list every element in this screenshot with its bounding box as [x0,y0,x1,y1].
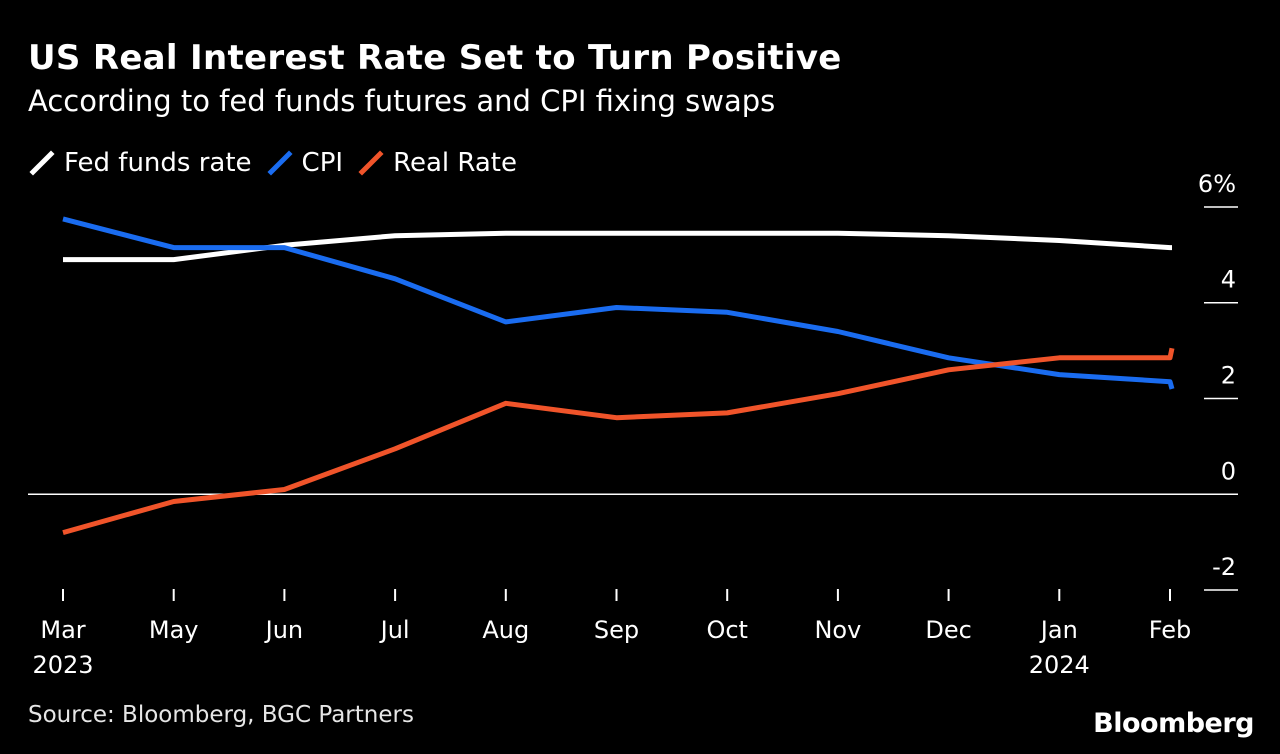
bloomberg-logo: Bloomberg [1093,708,1254,739]
x-tick-label-may: May [149,616,199,644]
legend-item-cpi: CPI [266,148,344,178]
x-tick-year-2024: 2024 [1029,651,1090,679]
x-tick-label-dec: Dec [925,616,971,644]
legend-label-real-rate: Real Rate [393,148,517,178]
x-tick-label-jun: Jun [264,616,304,644]
chart-legend: Fed funds rate CPI Real Rate [28,148,531,178]
legend-label-cpi: CPI [301,148,344,178]
legend-swatch-fed-funds [29,150,55,176]
legend-swatch-cpi [267,150,293,176]
y-tick-label-6: 6% [1198,170,1236,198]
x-tick-year-2023: 2023 [32,651,93,679]
series-line-cpi [62,216,1175,390]
x-tick-label-sep: Sep [594,616,639,644]
x-tick-label-jul: Jul [379,616,410,644]
legend-swatch-real-rate [358,150,384,176]
y-tick-label--2: -2 [1212,553,1236,581]
x-tick-label-aug: Aug [482,616,529,644]
chart-subtitle: According to fed funds futures and CPI f… [28,84,776,118]
chart-title: US Real Interest Rate Set to Turn Positi… [28,38,842,78]
legend-item-real-rate: Real Rate [357,148,517,178]
x-tick-label-jan: Jan [1039,616,1078,644]
series-line-real-rate [62,347,1175,536]
x-tick-label-feb: Feb [1149,616,1192,644]
x-tick-label-nov: Nov [814,616,861,644]
x-tick-label-oct: Oct [706,616,748,644]
y-tick-label-0: 0 [1221,457,1236,485]
legend-item-fed-funds: Fed funds rate [28,148,252,178]
legend-label-fed-funds: Fed funds rate [64,148,252,178]
source-note: Source: Bloomberg, BGC Partners [28,702,414,728]
x-tick-label-mar: Mar [40,616,85,644]
y-tick-label-2: 2 [1221,362,1236,390]
y-tick-label-4: 4 [1221,266,1236,294]
